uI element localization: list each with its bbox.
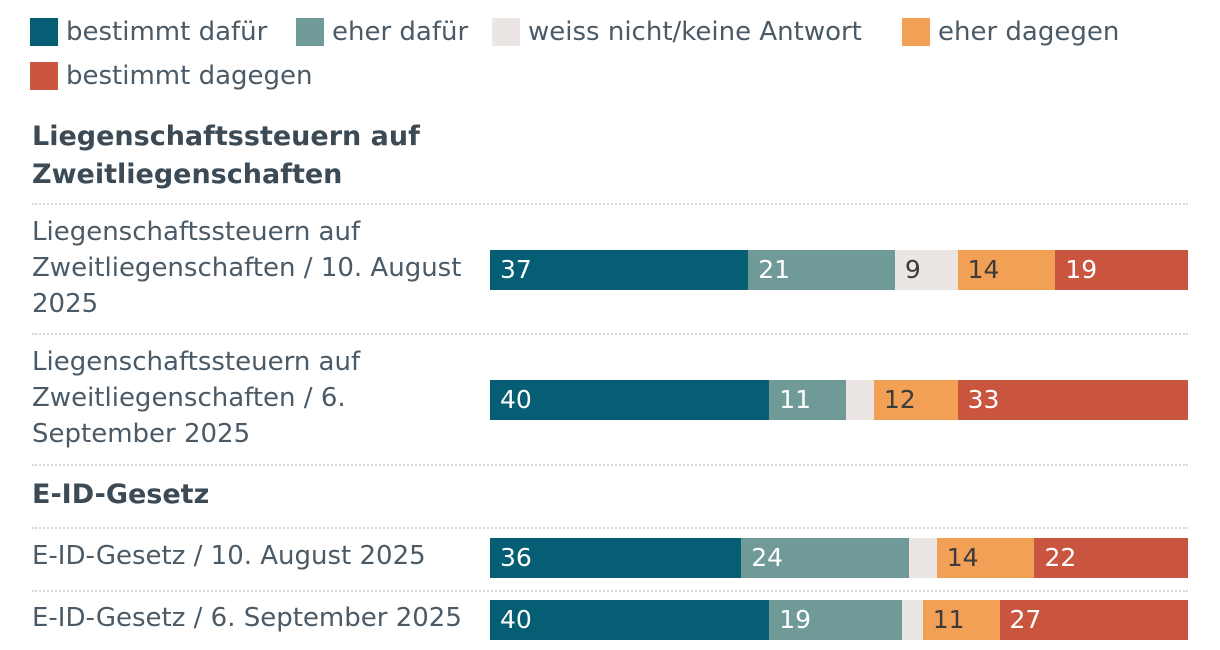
bar-value-label: 9 <box>904 255 921 284</box>
bar-value-label: 14 <box>967 255 1000 284</box>
bar-value-label: 19 <box>779 605 811 634</box>
row-label: E-ID-Gesetz / 10. August 2025 <box>32 541 426 571</box>
bar-value-label: 36 <box>500 543 532 572</box>
group-title: E-ID-Gesetz <box>32 479 210 510</box>
bar-value-label: 40 <box>500 385 532 414</box>
legend-label: bestimmt dagegen <box>66 61 313 91</box>
bar-value-label: 40 <box>500 605 532 634</box>
stacked-bar: 37 21 9 14 19 <box>490 250 1189 290</box>
legend-label: eher dafür <box>332 17 469 47</box>
bar-value-label: 33 <box>967 385 1000 414</box>
legend-item: bestimmt dafür <box>30 12 267 52</box>
bar-segment <box>748 250 896 290</box>
bar-segment <box>873 380 959 420</box>
legend-item: bestimmt dagegen <box>30 56 313 96</box>
row-divider <box>32 590 1188 592</box>
group-title: Liegenschaftssteuern auf Zweitliegenscha… <box>32 121 420 190</box>
row-divider <box>32 203 1188 205</box>
stacked-bar: 40 19 11 27 <box>490 600 1189 640</box>
legend-label: weiss nicht/keine Antwort <box>528 17 862 47</box>
bar-segment <box>490 600 770 640</box>
bar-segment <box>769 380 847 420</box>
legend-swatch <box>30 18 58 46</box>
bar-segment <box>894 250 959 290</box>
bar-segment <box>1034 538 1189 578</box>
bar-value-label: 37 <box>500 255 532 284</box>
bar-value-label: 24 <box>751 543 784 572</box>
bar-segment <box>936 538 1035 578</box>
bar-value-label: 12 <box>883 385 916 414</box>
bar-value-label: 11 <box>779 385 811 414</box>
row-label: Liegenschaftssteuern auf Zweitliegenscha… <box>32 217 462 319</box>
bar-segment <box>490 538 742 578</box>
legend-label: bestimmt dafür <box>66 17 268 47</box>
bar-segment <box>922 600 1001 640</box>
bar-segment <box>999 600 1189 640</box>
stacked-bar: 36 24 14 22 <box>490 538 1189 578</box>
legend-item: weiss nicht/keine Antwort <box>492 12 862 52</box>
legend-item: eher dagegen <box>902 12 1119 52</box>
bar-segment <box>845 380 875 420</box>
stacked-bar: 40 11 12 33 <box>490 380 1189 420</box>
row-divider <box>32 527 1188 529</box>
legend-label: eher dagegen <box>938 17 1120 47</box>
legend-swatch <box>492 18 520 46</box>
row-divider <box>32 464 1188 466</box>
bar-segment <box>741 538 910 578</box>
bar-segment <box>957 380 1189 420</box>
bar-value-label: 14 <box>946 543 979 572</box>
legend-swatch <box>902 18 930 46</box>
bar-segment <box>908 538 938 578</box>
bar-segment <box>490 380 770 420</box>
bar-segment <box>490 250 749 290</box>
row-label: Liegenschaftssteuern auf Zweitliegenscha… <box>32 347 361 449</box>
legend-item: eher dafür <box>296 12 468 52</box>
bar-segment <box>901 600 924 640</box>
legend-swatch <box>30 62 58 90</box>
bar-value-label: 19 <box>1065 255 1098 284</box>
bar-value-label: 11 <box>932 605 965 634</box>
row-divider <box>32 333 1188 335</box>
legend-swatch <box>296 18 324 46</box>
bar-value-label: 21 <box>758 255 791 284</box>
bar-segment <box>1055 250 1189 290</box>
bar-value-label: 27 <box>1009 605 1042 634</box>
bar-value-label: 22 <box>1044 543 1077 572</box>
bar-segment <box>957 250 1056 290</box>
bar-segment <box>769 600 903 640</box>
row-label: E-ID-Gesetz / 6. September 2025 <box>32 603 462 633</box>
